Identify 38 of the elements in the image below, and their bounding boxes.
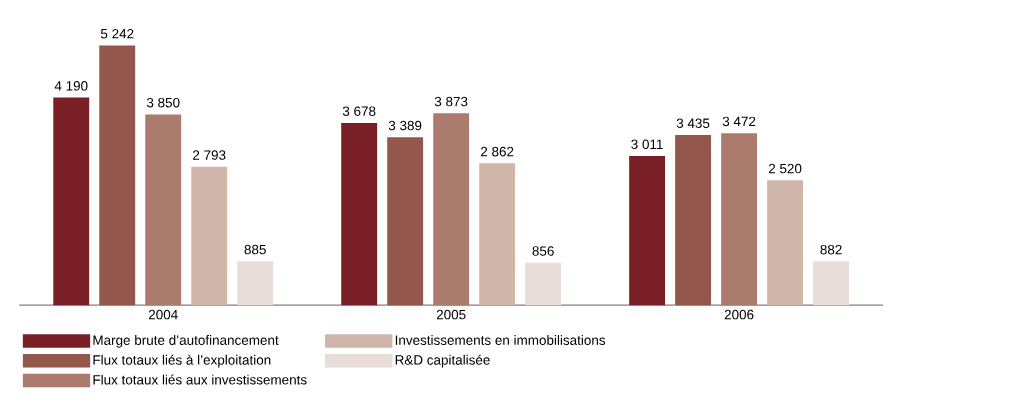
legend-label: Flux totaux liés aux investissements <box>93 374 307 385</box>
data-label: 3 472 <box>722 116 756 127</box>
data-label: 3 389 <box>388 120 422 131</box>
bar <box>767 180 804 305</box>
data-label: 885 <box>244 244 266 255</box>
data-label: 856 <box>532 246 554 256</box>
data-label: 2 793 <box>193 150 226 160</box>
bar <box>341 122 378 305</box>
bar <box>237 261 274 305</box>
bar <box>53 97 90 305</box>
bar <box>191 166 228 305</box>
data-label: 3 678 <box>342 106 376 116</box>
data-label: 882 <box>820 244 842 255</box>
x-tick-label: 2006 <box>724 309 754 320</box>
data-label: 3 435 <box>676 118 710 128</box>
bar <box>525 262 562 305</box>
data-label: 3 011 <box>631 139 663 149</box>
data-label: 2 862 <box>480 146 514 157</box>
data-label: 2 520 <box>768 163 802 174</box>
bar <box>813 261 850 305</box>
legend-label: Flux totaux liés à l’exploitation <box>93 354 271 368</box>
data-label: 5 242 <box>100 28 134 39</box>
bar <box>99 45 136 305</box>
data-label: 4 190 <box>54 80 88 91</box>
bar <box>145 114 182 305</box>
data-label: 3 850 <box>146 97 180 108</box>
bar <box>387 137 424 305</box>
x-tick-label: 2005 <box>436 309 466 320</box>
x-tick-label: 2004 <box>148 309 178 320</box>
legend-label: Investissements en immobilisations <box>395 334 606 345</box>
legend-label: R&D capitalisée <box>395 354 490 368</box>
legend-label: Marge brute d’autofinancement <box>93 334 279 348</box>
bar <box>675 134 712 305</box>
bar <box>629 155 666 305</box>
bar <box>721 132 758 305</box>
data-label: 3 873 <box>434 96 468 107</box>
bar <box>479 163 516 305</box>
bar <box>433 113 470 305</box>
